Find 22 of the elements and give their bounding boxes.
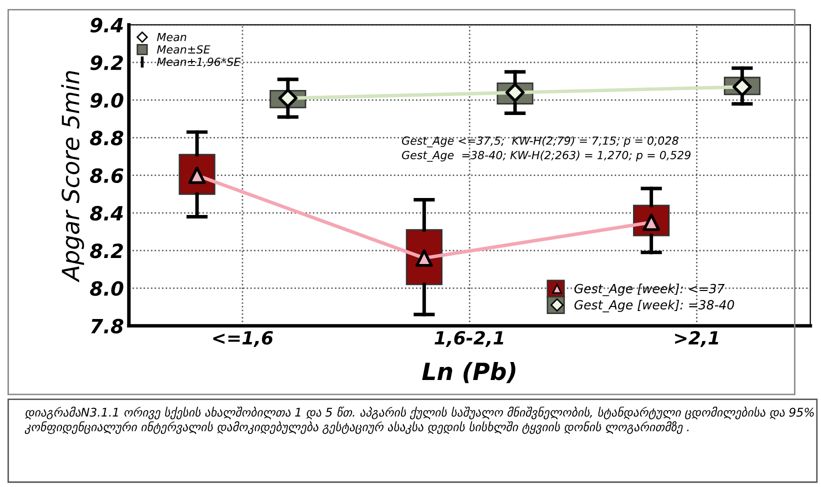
x-tick-label: >2,1 — [675, 330, 718, 347]
y-tick-label: 7.8 — [91, 318, 124, 334]
annotation: Mean±1,96*SE — [156, 58, 241, 68]
x-tick-label: <=1,6 — [213, 331, 273, 347]
y-tick-label: 8.0 — [90, 281, 124, 296]
text: დიაგრამაN3.1.1 ორივე სქესის ახალშობილთა 1 და 5 წთ. აპგარის ქულის საშუალო მნიშვნელობის, სტანდარტული ცდომილებისა და 95% კონფიდენციალური ინტერვალის დამოკიდებულება გესტაციურ ასაკსა დედის სისხლში ტყვიის დონის ლოგარითმზე . — [24, 406, 814, 434]
annotation: Mean±SE — [156, 45, 210, 54]
y-tick-label: 8.6 — [90, 168, 124, 183]
y-tick-label: 9.4 — [90, 18, 123, 33]
annotation: Mean — [156, 32, 186, 42]
legend-label: Gest_Age [week]: =38-40 — [574, 300, 734, 312]
x-axis-title: Ln (Pb) — [422, 362, 516, 384]
y-tick-label: 9.2 — [90, 55, 123, 70]
y-tick-label: 8.2 — [90, 244, 123, 258]
annotation: Gest_Age <=37,5; KW-H(2;79) = 7,15; p = 0,028 — [402, 136, 678, 148]
annotation: Gest_Age =38-40; KW-H(2;263) = 1,270; p = 0,529 — [402, 150, 691, 162]
y-axis-title: Apgar Score 5min — [61, 71, 84, 282]
y-tick-label: 8.4 — [90, 206, 123, 221]
x-tick-label: 1,6-2,1 — [434, 330, 504, 347]
y-tick-label: 9.0 — [90, 93, 124, 108]
legend-label: Gest_Age [week]: <=37 — [574, 284, 725, 296]
y-tick-label: 8.8 — [90, 130, 124, 146]
